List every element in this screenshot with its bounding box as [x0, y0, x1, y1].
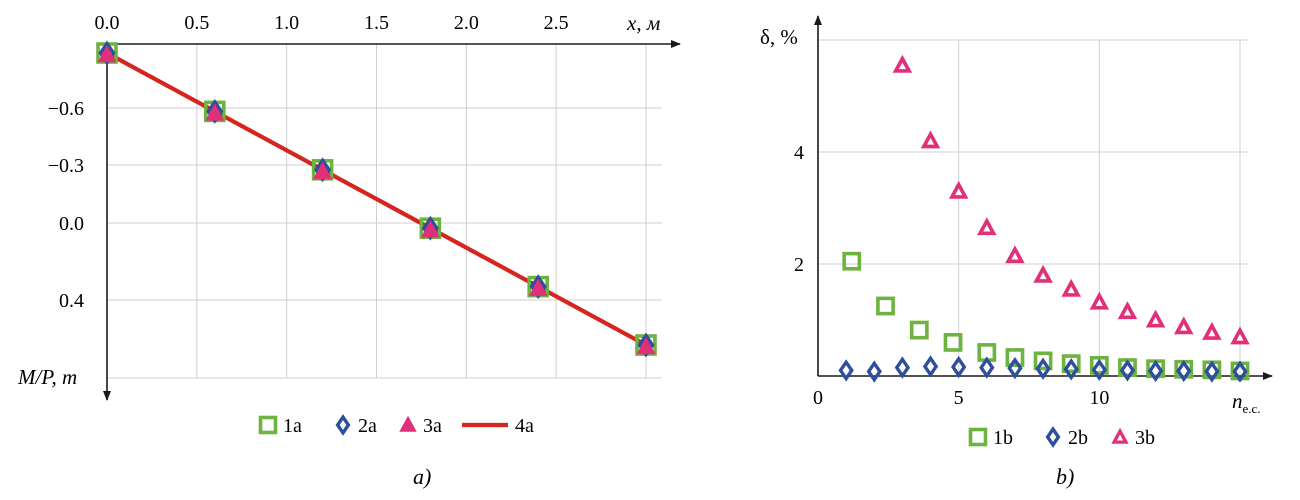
- marker-hole: [1116, 434, 1124, 441]
- legend-swatch-1a: [258, 415, 278, 435]
- point-2b: [866, 360, 882, 383]
- point-2b: [1007, 356, 1023, 380]
- x-tick-label: 1.0: [274, 12, 299, 34]
- point-2b: [979, 356, 995, 379]
- x-tick-label: 2.5: [544, 12, 569, 34]
- x-tick-labels-a: 0.0 0.5 1.0 1.5 2.0 2.5: [95, 12, 569, 34]
- point-2b: [838, 359, 854, 382]
- x-tick-label: 0.5: [184, 12, 209, 34]
- x-axis-label-a: x, м: [626, 11, 660, 35]
- legend-b: 1b 2b 3b: [968, 426, 1155, 449]
- marker-hole: [926, 137, 935, 145]
- point-3a: [636, 336, 656, 355]
- marker-hole: [983, 224, 991, 232]
- y-tick-labels-b: 24: [794, 142, 804, 276]
- point-2b: [1091, 358, 1108, 382]
- marker-hole: [1208, 329, 1216, 337]
- point-1b: [943, 332, 963, 352]
- point-1b: [1061, 354, 1081, 374]
- point-1b: [1033, 351, 1053, 371]
- point-3a: [420, 220, 440, 238]
- point-2b: [1063, 358, 1079, 381]
- marker-hole: [1011, 252, 1019, 260]
- point-2b: [1232, 360, 1248, 383]
- legend-swatch-2b: [1045, 426, 1061, 448]
- point-3a: [528, 278, 548, 296]
- point-2a: [98, 40, 116, 66]
- y-tick-label: −0.3: [48, 155, 84, 177]
- legend-label-4a: 4a: [515, 415, 534, 437]
- series-a: [96, 40, 657, 358]
- legend-label-2a: 2a: [358, 415, 377, 437]
- x-tick-label: 5: [954, 387, 964, 409]
- marker-hole: [1152, 317, 1160, 324]
- marker-hole: [1039, 272, 1047, 280]
- legend-a: 1a 2a 3a 4a: [258, 414, 534, 437]
- point-3a: [205, 103, 225, 121]
- series-line-4a: [105, 51, 648, 347]
- y-tick-label: −0.6: [48, 98, 84, 120]
- y-tick-labels-a: −0.6 −0.3 0.0 0.4: [48, 98, 84, 312]
- chart-panel-a: 0.0 0.5 1.0 1.5 2.0 2.5 −0.6 −0.3 0.0 0.4 x, м M…: [17, 11, 681, 489]
- marker-hole: [1095, 299, 1103, 306]
- point-3a: [97, 44, 117, 63]
- x-axis-label-b-sub: e.c.: [1243, 401, 1261, 416]
- legend-label-1b: 1b: [993, 427, 1013, 449]
- x-axis-label-b: ne.c.: [1232, 389, 1261, 416]
- marker-hole: [1180, 323, 1188, 331]
- legend-swatch-3a: [399, 415, 417, 432]
- point-2b: [950, 355, 967, 379]
- point-1b: [909, 320, 929, 340]
- point-2a: [529, 274, 547, 300]
- point-2b: [1147, 359, 1164, 383]
- legend-swatch-2a: [335, 414, 351, 436]
- legend-label-1a: 1a: [283, 415, 302, 437]
- grid-a: [107, 44, 662, 379]
- y-tick-label: 0.4: [59, 290, 84, 312]
- point-2a: [206, 98, 224, 124]
- point-2b: [1204, 360, 1220, 383]
- point-2b: [1035, 357, 1051, 380]
- legend-label-3a: 3a: [423, 415, 442, 437]
- point-2b: [922, 355, 939, 378]
- legend-label-3b: 3b: [1135, 427, 1155, 449]
- point-3a: [313, 161, 333, 180]
- point-2b: [894, 356, 911, 379]
- x-axis-label-b-main: n: [1232, 389, 1243, 413]
- x-tick-label: 0: [813, 387, 823, 409]
- x-tick-label: 2.0: [454, 12, 479, 34]
- y-axis-label-a: M/P, m: [17, 365, 77, 389]
- marker-hole: [1123, 308, 1132, 316]
- x-tick-labels-b: 0 5 10: [813, 387, 1109, 409]
- legend-label-2b: 2b: [1068, 427, 1088, 449]
- marker-hole: [898, 62, 906, 70]
- chart-panel-b: 0 5 10 24 δ, % ne.c. 1b 2b 3b b): [760, 15, 1273, 489]
- x-tick-label: 0.0: [95, 12, 120, 34]
- point-2a: [314, 157, 332, 183]
- legend-swatch-1b: [968, 427, 988, 447]
- grid-b: [818, 39, 1248, 376]
- y-tick-label: 4: [794, 142, 804, 164]
- y-axis-label-b: δ, %: [760, 25, 798, 49]
- x-tick-label: 1.5: [364, 12, 389, 34]
- x-tick-label: 10: [1089, 387, 1109, 409]
- point-1b: [842, 251, 862, 271]
- point-2b: [1176, 359, 1192, 383]
- point-1b: [1005, 348, 1025, 367]
- panel-label-a: a): [413, 464, 431, 489]
- marker-hole: [955, 188, 963, 196]
- panel-label-b: b): [1056, 464, 1074, 489]
- point-2a: [421, 215, 439, 241]
- point-2a: [637, 332, 655, 358]
- y-tick-label: 2: [794, 254, 804, 276]
- y-tick-label: 0.0: [59, 213, 84, 235]
- point-1b: [1089, 355, 1109, 375]
- point-1b: [876, 296, 895, 316]
- series-b: [838, 54, 1250, 383]
- point-2b: [1119, 359, 1136, 382]
- marker-hole: [1236, 333, 1244, 341]
- marker-hole: [1067, 286, 1075, 294]
